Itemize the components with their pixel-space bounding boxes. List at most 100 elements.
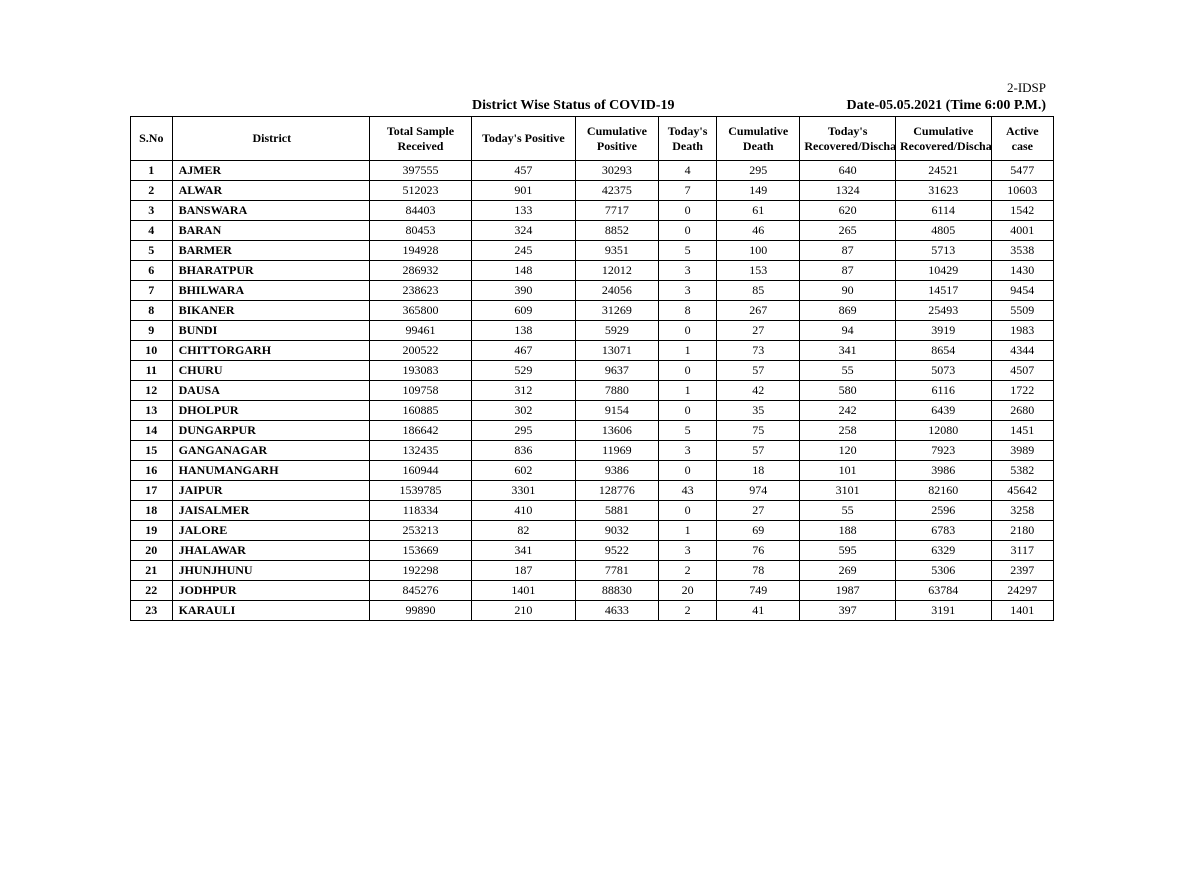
cell-cum-death: 78 [717,561,800,581]
cell-cum-positive: 9522 [575,541,658,561]
table-row: 16HANUMANGARH160944602938601810139865382 [131,461,1054,481]
cell-cum-death: 57 [717,361,800,381]
cell-sample: 118334 [370,501,472,521]
cell-district: BHARATPUR [172,261,369,281]
cell-district: CHITTORGARH [172,341,369,361]
cell-sno: 15 [131,441,173,461]
table-row: 12DAUSA109758312788014258061161722 [131,381,1054,401]
cell-cum-recovered: 3919 [895,321,991,341]
cell-today-death: 4 [658,161,716,181]
cell-today-recovered: 188 [800,521,896,541]
col-header-sno: S.No [131,117,173,161]
cell-sno: 21 [131,561,173,581]
cell-sno: 8 [131,301,173,321]
cell-cum-recovered: 12080 [895,421,991,441]
cell-cum-recovered: 24521 [895,161,991,181]
cell-cum-positive: 5929 [575,321,658,341]
cell-cum-death: 295 [717,161,800,181]
cell-sno: 12 [131,381,173,401]
cell-cum-recovered: 31623 [895,181,991,201]
cell-cum-recovered: 5073 [895,361,991,381]
cell-cum-death: 149 [717,181,800,201]
cell-today-death: 43 [658,481,716,501]
table-row: 17JAIPUR15397853301128776439743101821604… [131,481,1054,501]
col-header-active: Active case [991,117,1053,161]
cell-cum-recovered: 2596 [895,501,991,521]
cell-sno: 4 [131,221,173,241]
cell-today-recovered: 242 [800,401,896,421]
cell-today-positive: 3301 [471,481,575,501]
table-row: 20JHALAWAR153669341952237659563293117 [131,541,1054,561]
table-row: 2ALWAR51202390142375714913243162310603 [131,181,1054,201]
cell-active: 4507 [991,361,1053,381]
cell-cum-death: 75 [717,421,800,441]
cell-active: 3989 [991,441,1053,461]
cell-sno: 3 [131,201,173,221]
cell-cum-death: 85 [717,281,800,301]
table-row: 18JAISALMER11833441058810275525963258 [131,501,1054,521]
cell-today-death: 8 [658,301,716,321]
cell-today-death: 3 [658,441,716,461]
cell-today-positive: 295 [471,421,575,441]
cell-today-death: 3 [658,261,716,281]
cell-cum-recovered: 5306 [895,561,991,581]
col-header-today-positive: Today's Positive [471,117,575,161]
cell-sno: 1 [131,161,173,181]
cell-sno: 18 [131,501,173,521]
cell-cum-positive: 31269 [575,301,658,321]
cell-today-positive: 302 [471,401,575,421]
cell-sample: 397555 [370,161,472,181]
covid-district-table: S.No District Total Sample Received Toda… [130,116,1054,621]
cell-cum-positive: 4633 [575,601,658,621]
cell-today-positive: 187 [471,561,575,581]
cell-today-positive: 148 [471,261,575,281]
cell-sno: 6 [131,261,173,281]
cell-sno: 2 [131,181,173,201]
cell-cum-recovered: 3191 [895,601,991,621]
cell-cum-death: 267 [717,301,800,321]
cell-district: JODHPUR [172,581,369,601]
cell-district: BHILWARA [172,281,369,301]
cell-today-positive: 324 [471,221,575,241]
cell-district: JHUNJHUNU [172,561,369,581]
cell-cum-positive: 8852 [575,221,658,241]
cell-district: DUNGARPUR [172,421,369,441]
cell-active: 3258 [991,501,1053,521]
cell-district: CHURU [172,361,369,381]
col-header-sample: Total Sample Received [370,117,472,161]
cell-today-recovered: 1987 [800,581,896,601]
cell-district: BUNDI [172,321,369,341]
cell-cum-positive: 9154 [575,401,658,421]
cell-district: BARMER [172,241,369,261]
cell-cum-death: 69 [717,521,800,541]
cell-today-recovered: 55 [800,501,896,521]
cell-cum-positive: 7717 [575,201,658,221]
cell-active: 1722 [991,381,1053,401]
cell-active: 4001 [991,221,1053,241]
cell-today-positive: 457 [471,161,575,181]
cell-active: 9454 [991,281,1053,301]
cell-today-recovered: 397 [800,601,896,621]
table-row: 23KARAULI99890210463324139731911401 [131,601,1054,621]
table-row: 11CHURU19308352996370575550734507 [131,361,1054,381]
cell-cum-death: 42 [717,381,800,401]
cell-cum-positive: 88830 [575,581,658,601]
cell-cum-recovered: 4805 [895,221,991,241]
col-header-cum-recovered: Cumulative Recovered/Discharged [895,117,991,161]
cell-active: 3117 [991,541,1053,561]
cell-today-positive: 836 [471,441,575,461]
cell-today-positive: 467 [471,341,575,361]
cell-sno: 7 [131,281,173,301]
cell-today-positive: 529 [471,361,575,381]
cell-today-death: 1 [658,381,716,401]
cell-today-death: 0 [658,321,716,341]
cell-active: 10603 [991,181,1053,201]
cell-cum-recovered: 6783 [895,521,991,541]
cell-cum-death: 18 [717,461,800,481]
cell-sample: 186642 [370,421,472,441]
cell-district: ALWAR [172,181,369,201]
cell-today-death: 2 [658,561,716,581]
cell-cum-recovered: 10429 [895,261,991,281]
cell-sno: 14 [131,421,173,441]
cell-today-recovered: 55 [800,361,896,381]
